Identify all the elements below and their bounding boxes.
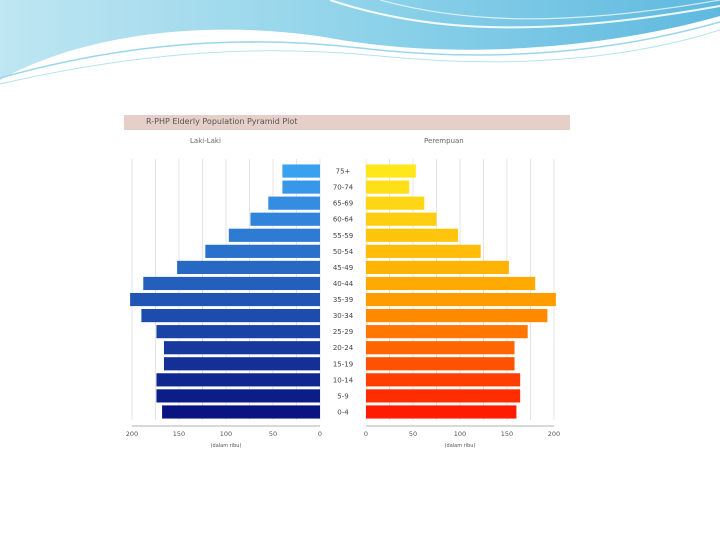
age-group-label: 45-49 [333,264,353,272]
male-bar [282,164,320,178]
male-panel-label: Laki-Laki [190,137,221,145]
female-bar [366,228,459,242]
male-bar [130,292,320,307]
female-tick-label: 200 [548,430,560,438]
female-bar [366,180,410,194]
female-panel-label: Perempuan [424,137,464,145]
female-x-axis-label: (dalam ribu) [445,443,476,449]
male-bar [163,341,320,355]
female-tick-label: 0 [364,430,368,438]
male-bar [143,276,320,291]
age-group-label: 20-24 [333,344,354,352]
age-group-label: 40-44 [333,280,354,288]
age-group-label: 5-9 [337,392,348,400]
chart-title: R-PHP Elderly Population Pyramid Plot [146,117,298,126]
female-tick-label: 150 [501,430,513,438]
female-bar [366,212,437,226]
female-bar [366,292,556,307]
female-bar [366,405,517,419]
male-tick-label: 150 [173,430,185,438]
male-bar [268,196,320,210]
male-bar [163,357,320,371]
female-bar [366,309,548,323]
age-group-label: 15-19 [333,360,353,368]
age-group-label: 30-34 [333,312,354,320]
age-group-label: 60-64 [333,216,354,224]
male-tick-label: 200 [126,430,138,438]
female-bar [366,341,515,355]
age-group-label: 50-54 [333,248,354,256]
age-group-label: 75+ [336,168,351,176]
population-pyramid-chart: R-PHP Elderly Population Pyramid Plot La… [122,113,576,453]
age-group-label: 0-4 [337,408,349,416]
male-tick-label: 50 [269,430,277,438]
female-bar [366,357,515,371]
male-bar [228,228,320,242]
age-group-label: 10-14 [333,376,354,384]
female-bar [366,373,521,387]
female-bar [366,276,536,291]
male-bar [141,309,320,323]
male-bar [205,244,320,258]
female-bar [366,196,425,210]
male-bar [250,212,320,226]
chart-title-bar: R-PHP Elderly Population Pyramid Plot [124,115,570,130]
female-bar [366,389,521,403]
male-bar [156,325,320,339]
male-bar [156,389,320,403]
age-group-label: 70-74 [333,184,354,192]
age-group-label: 35-39 [333,296,353,304]
female-bar [366,164,416,178]
male-bar [162,405,320,419]
male-x-axis-label: (dalam ribu) [211,443,242,449]
age-group-label: 65-69 [333,200,353,208]
male-bar [282,180,320,194]
female-bar [366,325,528,339]
age-group-label: 25-29 [333,328,353,336]
female-tick-label: 50 [409,430,417,438]
male-bar [156,373,320,387]
male-tick-label: 100 [220,430,232,438]
female-bar [366,244,481,258]
pyramid-plot: 75+ 70-74 65-69 60-64 55-59 50-54 45-49 40-44 35… [126,159,560,449]
age-group-label: 55-59 [333,232,353,240]
male-tick-label: 0 [318,430,322,438]
male-bar [177,260,320,274]
female-tick-label: 100 [454,430,466,438]
female-bar [366,260,509,274]
slide-header-decoration [0,0,720,85]
